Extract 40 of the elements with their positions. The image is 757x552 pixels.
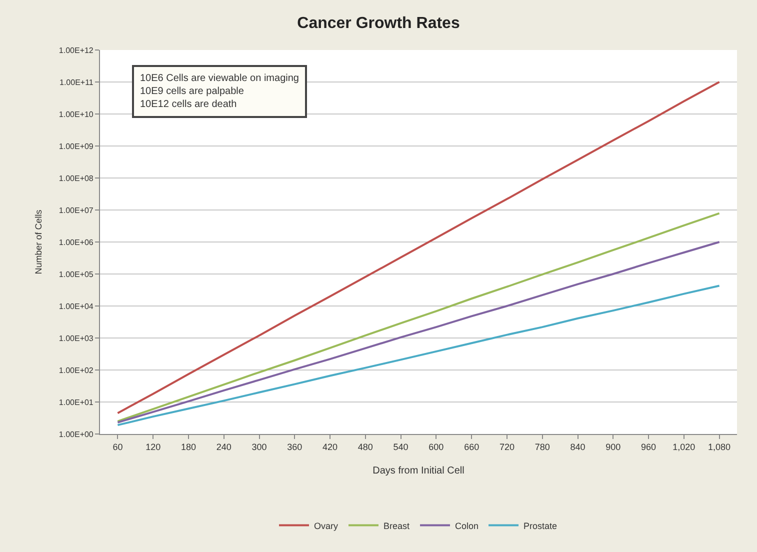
line-series <box>116 284 720 426</box>
y-tick-label: 1.00E+08 <box>58 174 94 183</box>
x-tick-label: 840 <box>570 442 586 452</box>
x-tick-label: 600 <box>428 442 444 452</box>
x-axis-title: Days from Initial Cell <box>372 465 464 476</box>
y-tick-label: 1.00E+12 <box>58 46 94 55</box>
x-tick-label: 300 <box>252 442 267 452</box>
chart-title: Cancer Growth Rates <box>297 14 460 32</box>
legend-label: Prostate <box>524 520 558 531</box>
legend-label: Breast <box>384 520 410 531</box>
x-tick-label: 120 <box>146 442 161 452</box>
legend-label: Ovary <box>314 520 339 531</box>
x-tick-label: 1,080 <box>708 442 731 452</box>
y-tick-label: 1.00E+02 <box>58 366 94 375</box>
x-tick-label: 1,020 <box>672 442 696 452</box>
x-tick-label: 180 <box>180 442 196 452</box>
x-tick-label: 240 <box>216 442 232 452</box>
y-tick-label: 1.00E+00 <box>58 430 94 439</box>
x-tick-label: 960 <box>641 442 656 452</box>
x-tick-label: 660 <box>464 442 480 452</box>
y-tick-label: 1.00E+04 <box>58 302 94 311</box>
x-tick-label: 360 <box>287 442 302 452</box>
y-axis-title: Number of Cells <box>33 209 44 274</box>
x-tick-label: 780 <box>534 442 550 452</box>
y-tick-label: 1.00E+05 <box>58 270 94 279</box>
x-tick-label: 60 <box>112 442 123 452</box>
y-tick-label: 1.00E+03 <box>58 334 94 343</box>
y-tick-label: 1.00E+09 <box>58 142 94 151</box>
y-tick-label: 1.00E+11 <box>60 78 94 87</box>
annotation: 10E6 Cells are viewable on imaging 10E9 cells are palpable 10E12 cells are death <box>140 73 299 110</box>
legend-label: Colon <box>455 520 479 531</box>
y-tick-label: 1.00E+06 <box>58 238 94 247</box>
x-tick-label: 480 <box>358 442 373 452</box>
y-tick-label: 1.00E+01 <box>58 398 94 407</box>
y-tick-label: 1.00E+10 <box>58 110 94 119</box>
x-tick-label: 720 <box>499 442 514 452</box>
x-tick-label: 900 <box>606 442 621 452</box>
y-tick-label: 1.00E+07 <box>58 206 94 215</box>
x-tick-label: 420 <box>322 442 338 452</box>
x-tick-label: 540 <box>393 442 408 452</box>
